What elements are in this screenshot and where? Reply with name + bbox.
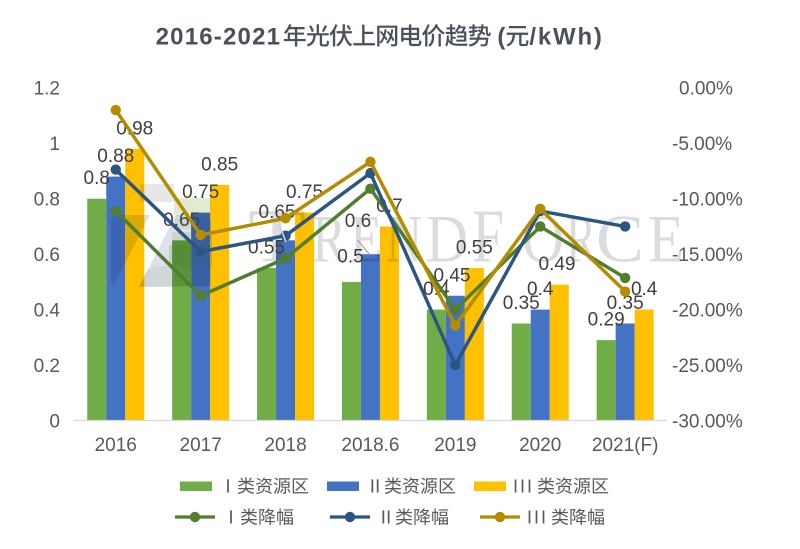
svg-text:0.2: 0.2: [34, 356, 60, 377]
svg-text:0.88: 0.88: [97, 146, 134, 167]
svg-text:0.35: 0.35: [607, 293, 644, 314]
svg-text:1.2: 1.2: [34, 79, 60, 100]
svg-text:0.8: 0.8: [84, 168, 110, 189]
svg-text:-20.00%: -20.00%: [672, 300, 743, 321]
svg-text:III: III: [527, 508, 548, 528]
svg-text:2019: 2019: [434, 435, 476, 456]
svg-text:III: III: [513, 477, 534, 497]
svg-text:0.35: 0.35: [503, 293, 540, 314]
svg-text:0.6: 0.6: [345, 211, 371, 232]
svg-text:0.4: 0.4: [34, 300, 61, 321]
svg-text:0.00%: 0.00%: [679, 79, 733, 100]
svg-text:0.5: 0.5: [337, 247, 363, 268]
svg-text:0.6: 0.6: [34, 245, 60, 266]
svg-text:0.49: 0.49: [539, 254, 576, 275]
svg-text:(: (: [497, 24, 505, 51]
svg-text:2020: 2020: [519, 435, 561, 456]
svg-text:D: D: [426, 202, 468, 277]
svg-text:-25.00%: -25.00%: [672, 356, 743, 377]
svg-text:-15.00%: -15.00%: [672, 245, 743, 266]
svg-text:-30.00%: -30.00%: [672, 411, 743, 432]
svg-text:0.55: 0.55: [248, 238, 285, 259]
svg-text:/kWh): /kWh): [529, 24, 603, 51]
svg-text:0.4: 0.4: [527, 279, 554, 300]
svg-text:0.45: 0.45: [434, 265, 471, 286]
svg-text:2016-2021: 2016-2021: [156, 24, 282, 51]
svg-text:0: 0: [49, 411, 60, 432]
svg-text:2017: 2017: [180, 435, 222, 456]
svg-text:0.75: 0.75: [182, 182, 219, 203]
svg-text:0.29: 0.29: [588, 310, 625, 331]
svg-text:1: 1: [49, 134, 60, 155]
svg-text:2018: 2018: [264, 435, 306, 456]
svg-text:0.85: 0.85: [201, 154, 238, 175]
svg-text:0.8: 0.8: [34, 190, 60, 211]
svg-text:0.4: 0.4: [631, 279, 658, 300]
svg-text:0.75: 0.75: [286, 182, 323, 203]
svg-text:0.55: 0.55: [456, 238, 493, 259]
svg-text:E: E: [648, 202, 684, 277]
svg-text:2016: 2016: [95, 435, 137, 456]
svg-text:-5.00%: -5.00%: [672, 134, 732, 155]
svg-text:-10.00%: -10.00%: [672, 190, 743, 211]
svg-text:E: E: [350, 202, 382, 277]
svg-text:2021(F): 2021(F): [592, 435, 659, 456]
svg-text:2018.6: 2018.6: [341, 435, 399, 456]
